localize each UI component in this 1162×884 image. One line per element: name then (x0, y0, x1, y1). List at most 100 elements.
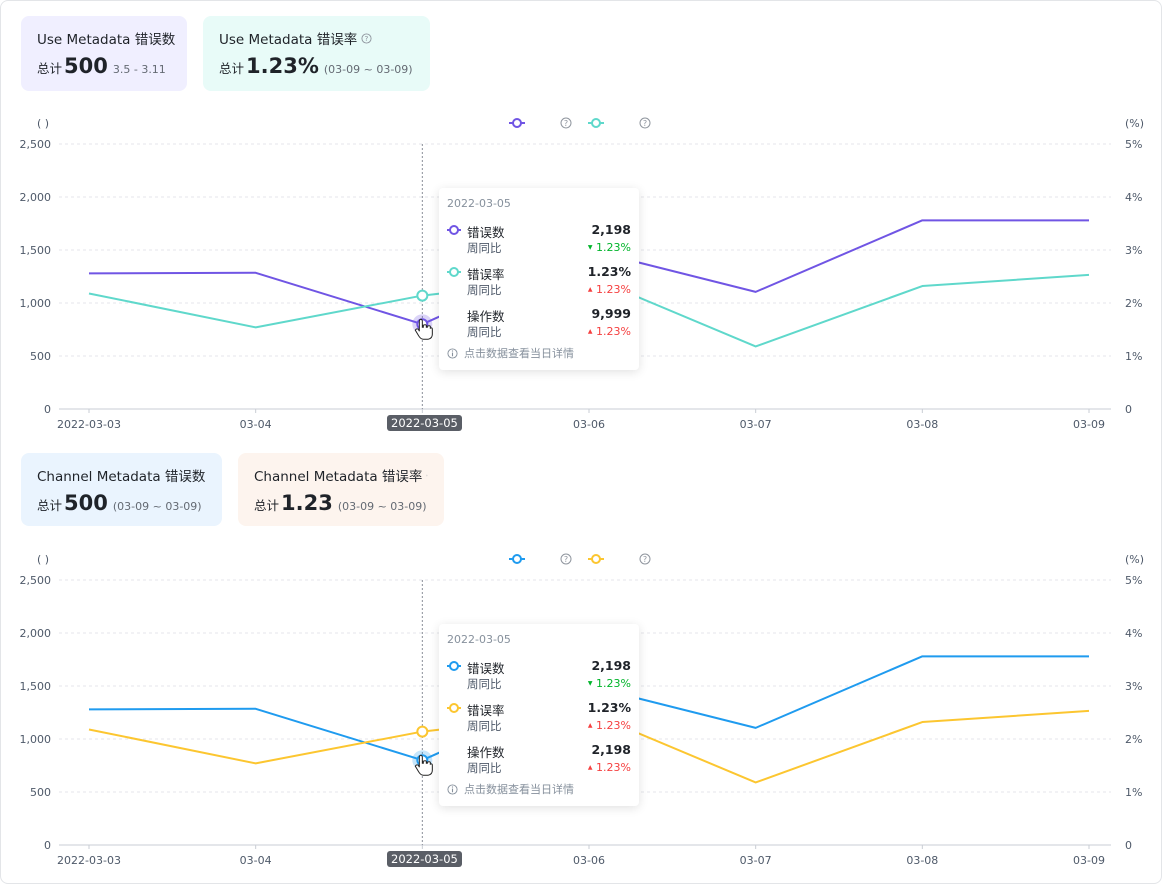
stat-value: 1.23% (246, 54, 319, 78)
y-right-tick-label: 3% (1125, 680, 1142, 693)
y-right-tick-label: 0 (1125, 839, 1132, 852)
stat-range: 3.5 - 3.11 (112, 63, 166, 76)
tooltip-row: 操作数 2,198 周同比 ▲ 1.23% (447, 737, 631, 779)
y-left-tick-label: 0 (44, 839, 51, 852)
info-icon (447, 783, 458, 795)
x-tick-label: 03-04 (240, 418, 272, 431)
y-left-tick-label: 1,000 (20, 733, 52, 746)
active-point[interactable] (416, 725, 429, 738)
stat-prefix: 总计 (37, 61, 63, 76)
y-right-tick-label: 3% (1125, 244, 1142, 257)
y-right-tick-label: 0 (1125, 403, 1132, 416)
y-left-tick-label: 1,000 (20, 297, 52, 310)
x-tick-label: 2022-03-03 (57, 418, 121, 431)
help-icon-glyph: ? (564, 119, 568, 128)
legend-marker-dot[interactable] (512, 118, 522, 128)
y-right-tick-label: 1% (1125, 786, 1142, 799)
tooltip-wow-label: 周同比 (467, 677, 502, 691)
legend-marker-dot[interactable] (512, 554, 522, 564)
tooltip-row: 操作数 9,999 周同比 ▲ 1.23% (447, 301, 631, 343)
y-left-axis-label: ( ) (37, 117, 49, 130)
chart-tooltip: 2022-03-05 错误数 2,198 周同比 ▼ 1.23% 错误率 1.23% 周同比… (439, 188, 639, 370)
legend-marker-dot[interactable] (591, 554, 601, 564)
y-right-axis-label: (%) (1125, 553, 1144, 566)
tooltip-wow-label: 周同比 (467, 325, 502, 339)
help-icon[interactable]: ? (361, 32, 372, 44)
active-point[interactable] (416, 289, 429, 302)
y-left-tick-label: 2,000 (20, 627, 52, 640)
help-icon-glyph: ? (564, 555, 568, 564)
series-marker-icon (447, 267, 461, 277)
y-right-tick-label: 4% (1125, 627, 1142, 640)
info-icon (447, 347, 458, 359)
help-icon[interactable] (639, 553, 651, 565)
tooltip-footer[interactable]: 点击数据查看当日详情 (447, 345, 631, 361)
tooltip-series-value: 2,198 (591, 222, 631, 237)
tooltip-date: 2022-03-05 (447, 197, 511, 210)
channel-metadata-chart[interactable]: 0 0 500 1% 1,000 2% 1,500 3% 2,000 4% 2,500 5% ( ) (%… (1, 542, 1162, 872)
y-left-tick-label: 2,500 (20, 138, 52, 151)
y-right-tick-label: 5% (1125, 574, 1142, 587)
svg-text:?: ? (427, 474, 428, 476)
trend-up-icon: ▲ (587, 328, 593, 335)
tooltip-series-value: 1.23% (587, 700, 631, 715)
tooltip-wow-label: 周同比 (467, 761, 502, 775)
stat-value: 500 (64, 54, 108, 78)
x-tick-label: 03-08 (906, 418, 938, 431)
tooltip-footer-text: 点击数据查看当日详情 (464, 347, 574, 360)
svg-text:?: ? (365, 33, 369, 42)
tooltip-series-name: 错误数 (467, 661, 505, 676)
y-left-tick-label: 0 (44, 403, 51, 416)
x-tick-label: 03-09 (1073, 854, 1105, 867)
card-use-metadata-error-rate[interactable]: Use Metadata 错误率 ? 总计 1.23% (03-09 ~ 03-… (203, 16, 430, 91)
tooltip-row: 错误率 1.23% 周同比 ▲ 1.23% (447, 695, 631, 737)
tooltip-series-value: 2,198 (591, 658, 631, 673)
tooltip-series-value: 1.23% (587, 264, 631, 279)
stat-range: (03-09 ~ 03-09) (323, 63, 413, 76)
help-icon-glyph: ? (643, 119, 647, 128)
card-title: Use Metadata 错误数 (37, 32, 176, 48)
x-tick-label: 2022-03-03 (57, 854, 121, 867)
hand-cursor-icon (414, 754, 433, 776)
x-tick-label: 03-07 (740, 854, 772, 867)
help-icon-glyph: ? (643, 555, 647, 564)
x-axis-highlight-label: 2022-03-05 (387, 415, 462, 431)
stat-value: 500 (64, 491, 108, 515)
tooltip-footer-text: 点击数据查看当日详情 (464, 783, 574, 796)
tooltip-series-name: 操作数 (467, 745, 505, 760)
tooltip-series-value: 9,999 (591, 306, 631, 321)
tooltip-series-value: 2,198 (591, 742, 631, 757)
stat-prefix: 总计 (254, 498, 280, 513)
help-icon[interactable] (560, 553, 572, 565)
y-right-tick-label: 2% (1125, 733, 1142, 746)
x-tick-label: 03-08 (906, 854, 938, 867)
stat-prefix: 总计 (219, 61, 245, 76)
help-icon[interactable]: ? (426, 470, 428, 481)
tooltip-wow-label: 周同比 (467, 283, 502, 297)
tooltip-wow-change: ▲ 1.23% (587, 719, 631, 732)
tooltip-wow-change: ▼ 1.23% (587, 241, 631, 254)
trend-down-icon: ▼ (587, 680, 593, 687)
card-channel-metadata-errors[interactable]: Channel Metadata 错误数 ? 总计 500 (03-09 ~ 0… (21, 453, 222, 526)
stat-range: (03-09 ~ 03-09) (112, 500, 202, 513)
hand-cursor-icon (414, 318, 433, 340)
stat-prefix: 总计 (37, 498, 63, 513)
y-right-tick-label: 4% (1125, 191, 1142, 204)
help-icon[interactable] (639, 117, 651, 129)
stat-range: (03-09 ~ 03-09) (337, 500, 427, 513)
tooltip-series-name: 操作数 (467, 309, 505, 324)
x-tick-label: 03-07 (740, 418, 772, 431)
y-left-axis-label: ( ) (37, 553, 49, 566)
tooltip-date: 2022-03-05 (447, 633, 511, 646)
card-use-metadata-errors[interactable]: Use Metadata 错误数 ? 总计 500 3.5 - 3.11 (21, 16, 187, 91)
series-marker-icon (447, 703, 461, 713)
card-channel-metadata-error-rate[interactable]: Channel Metadata 错误率 ? 总计 1.23 (03-09 ~ … (238, 453, 444, 526)
legend-marker-dot[interactable] (591, 118, 601, 128)
x-tick-label: 03-04 (240, 854, 272, 867)
help-icon[interactable] (560, 117, 572, 129)
tooltip-footer[interactable]: 点击数据查看当日详情 (447, 781, 631, 797)
tooltip-row: 错误数 2,198 周同比 ▼ 1.23% (447, 217, 631, 259)
trend-up-icon: ▲ (587, 722, 593, 729)
tooltip-wow-change: ▼ 1.23% (587, 677, 631, 690)
